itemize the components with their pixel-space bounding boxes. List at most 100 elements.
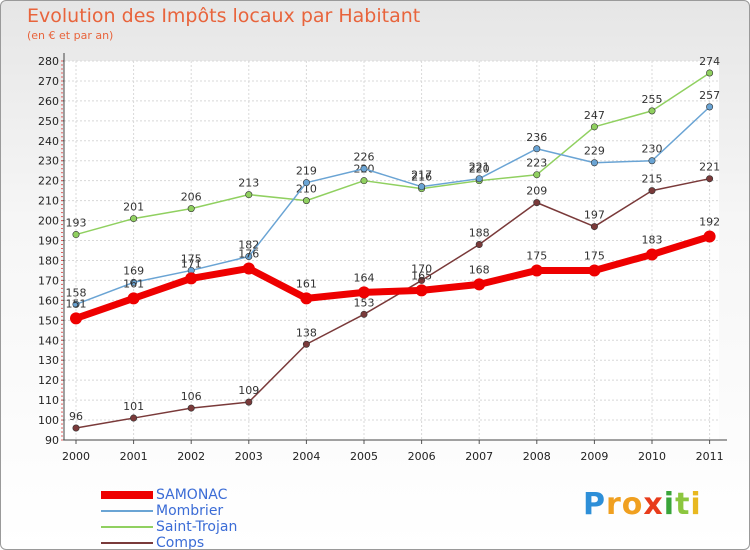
data-point <box>245 398 253 406</box>
data-label: 221 <box>699 161 720 174</box>
data-label: 170 <box>411 262 432 275</box>
data-label: 158 <box>66 286 87 299</box>
y-tick-label: 180 <box>38 254 59 267</box>
x-tick-label: 2002 <box>177 450 205 463</box>
y-tick-label: 220 <box>38 175 59 188</box>
legend-label: Mombrier <box>156 503 224 519</box>
y-tick-label: 270 <box>38 75 59 88</box>
x-tick-label: 2007 <box>465 450 493 463</box>
x-tick-label: 2003 <box>235 450 263 463</box>
y-tick-label: 200 <box>38 215 59 228</box>
logo-letter: x <box>643 487 664 522</box>
data-point <box>475 241 483 249</box>
y-tick-label: 250 <box>38 115 59 128</box>
data-point <box>72 424 80 432</box>
data-label: 96 <box>69 410 83 423</box>
data-point <box>302 340 310 348</box>
y-tick-label: 140 <box>38 334 59 347</box>
data-point <box>245 252 253 260</box>
data-label: 229 <box>584 145 605 158</box>
y-tick-label: 170 <box>38 274 59 287</box>
data-label: 188 <box>469 227 490 240</box>
series-line-comps <box>75 177 710 429</box>
y-tick-label: 150 <box>38 314 59 327</box>
legend-swatch <box>101 510 153 512</box>
data-label: 209 <box>526 185 547 198</box>
x-tick-label: 2009 <box>580 450 608 463</box>
data-label: 182 <box>238 238 259 251</box>
data-point <box>648 187 656 195</box>
logo-letter: o <box>621 487 644 522</box>
legend-label: SAMONAC <box>156 487 228 503</box>
series-line-saint-trojan <box>75 72 711 236</box>
chart-subtitle: (en € et par an) <box>27 29 114 42</box>
data-point <box>70 312 82 325</box>
data-label: 165 <box>411 269 432 282</box>
data-point <box>130 414 138 422</box>
data-label: 151 <box>66 297 87 310</box>
data-label: 193 <box>66 217 87 230</box>
y-tick-label: 210 <box>38 195 59 208</box>
y-tick-label: 130 <box>38 354 59 367</box>
series-line-samonac <box>74 233 711 322</box>
x-tick-label: 2000 <box>62 450 90 463</box>
data-point <box>706 103 714 111</box>
x-tick-label: 2006 <box>408 450 436 463</box>
data-label: 138 <box>296 326 317 339</box>
legend-swatch <box>101 491 153 499</box>
data-label: 201 <box>123 201 144 214</box>
data-point <box>590 223 598 231</box>
data-point <box>187 404 195 412</box>
x-tick-label: 2008 <box>523 450 551 463</box>
data-label: 161 <box>123 277 144 290</box>
y-tick-label: 240 <box>38 135 59 148</box>
data-label: 176 <box>238 247 259 260</box>
data-point <box>242 262 255 275</box>
data-point <box>590 123 598 131</box>
data-point <box>130 278 138 286</box>
logo-letter: P <box>583 487 606 522</box>
y-tick-label: 120 <box>38 374 59 387</box>
data-point <box>360 177 368 185</box>
data-label: 230 <box>642 143 663 156</box>
data-point <box>302 179 310 187</box>
data-label: 221 <box>469 161 490 174</box>
data-label: 219 <box>296 165 317 178</box>
data-point <box>245 191 253 199</box>
data-point <box>648 107 656 115</box>
data-point <box>418 183 426 191</box>
data-label: 247 <box>584 109 605 122</box>
data-label: 161 <box>296 277 317 290</box>
y-tick-label: 110 <box>38 394 59 407</box>
data-point <box>706 175 714 183</box>
data-point <box>703 230 716 243</box>
data-point <box>648 157 656 165</box>
data-label: 197 <box>584 209 605 222</box>
data-label: 206 <box>181 191 202 204</box>
data-label: 255 <box>642 93 663 106</box>
data-label: 223 <box>526 157 547 170</box>
logo-letter: t <box>675 487 691 522</box>
legend-swatch <box>101 542 153 544</box>
data-label: 226 <box>354 151 375 164</box>
data-label: 171 <box>181 257 202 270</box>
data-point <box>646 248 658 261</box>
data-point <box>475 175 483 183</box>
data-point <box>72 300 80 308</box>
x-tick-label: 2005 <box>350 450 378 463</box>
plot-area <box>64 61 719 440</box>
legend-label: Comps <box>156 535 205 550</box>
x-tick-label: 2010 <box>638 450 666 463</box>
data-point <box>530 264 543 277</box>
data-label: 210 <box>296 183 317 196</box>
data-label: 220 <box>469 163 490 176</box>
data-point <box>533 171 541 179</box>
data-point <box>300 292 313 305</box>
data-label: 169 <box>123 264 144 277</box>
data-label: 192 <box>699 216 720 229</box>
data-point <box>360 310 368 318</box>
data-label: 106 <box>181 390 202 403</box>
data-point <box>72 231 80 239</box>
